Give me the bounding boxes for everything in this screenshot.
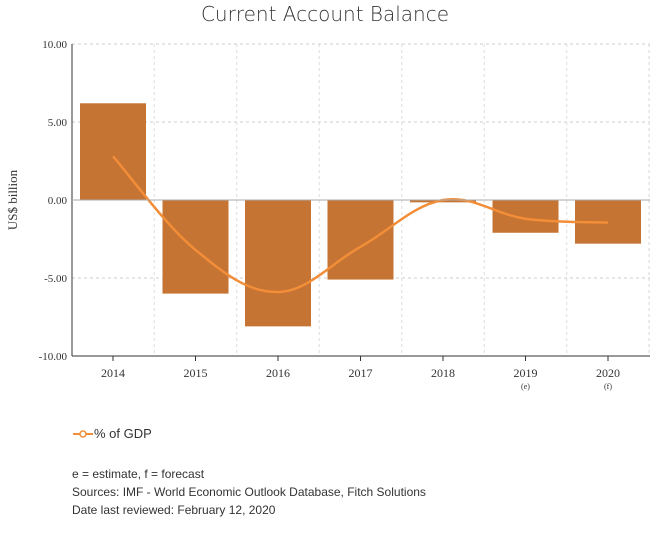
y-tick-label: -5.00 [44, 273, 67, 285]
bar[interactable] [245, 200, 311, 327]
y-axis-label: US$ billion [5, 169, 20, 230]
x-tick-label: 2018 [431, 366, 455, 380]
x-tick-label: 2020 [596, 366, 620, 380]
x-tick-label: 2019 [514, 366, 538, 380]
x-tick-label: 2014 [101, 366, 125, 380]
y-tick-label: -10.00 [39, 351, 68, 363]
gdp-line[interactable] [112, 155, 609, 294]
bar[interactable] [492, 200, 559, 233]
chart-title: Current Account Balance [200, 2, 450, 26]
legend-line-icon [73, 429, 93, 438]
y-tick-label: 5.00 [48, 117, 68, 129]
x-tick-note: (e) [521, 382, 530, 391]
chart-notes: e = estimate, f = forecast Sources: IMF … [72, 465, 426, 519]
axes: 10.00 5.00 0.00 -5.00 -10.00 2014 2015 2016 2017… [39, 39, 650, 391]
x-tick-label: 2017 [349, 366, 373, 380]
bar[interactable] [327, 200, 394, 280]
bar[interactable] [162, 200, 229, 294]
bar-series [80, 103, 641, 327]
legend-label: % of GDP [94, 426, 152, 441]
note-sources: Sources: IMF - World Economic Outlook Da… [72, 485, 426, 499]
note-estimate: e = estimate, f = forecast [72, 467, 205, 481]
note-date: Date last reviewed: February 12, 2020 [72, 503, 276, 517]
x-tick-note: (f) [604, 382, 612, 391]
x-tick-label: 2016 [266, 366, 290, 380]
legend[interactable]: % of GDP [72, 426, 152, 441]
x-tick-label: 2015 [184, 366, 208, 380]
chart-plot: 10.00 5.00 0.00 -5.00 -10.00 2014 2015 2016 2017… [5, 39, 650, 391]
y-tick-label: 0.00 [48, 195, 68, 207]
y-tick-label: 10.00 [42, 39, 67, 51]
